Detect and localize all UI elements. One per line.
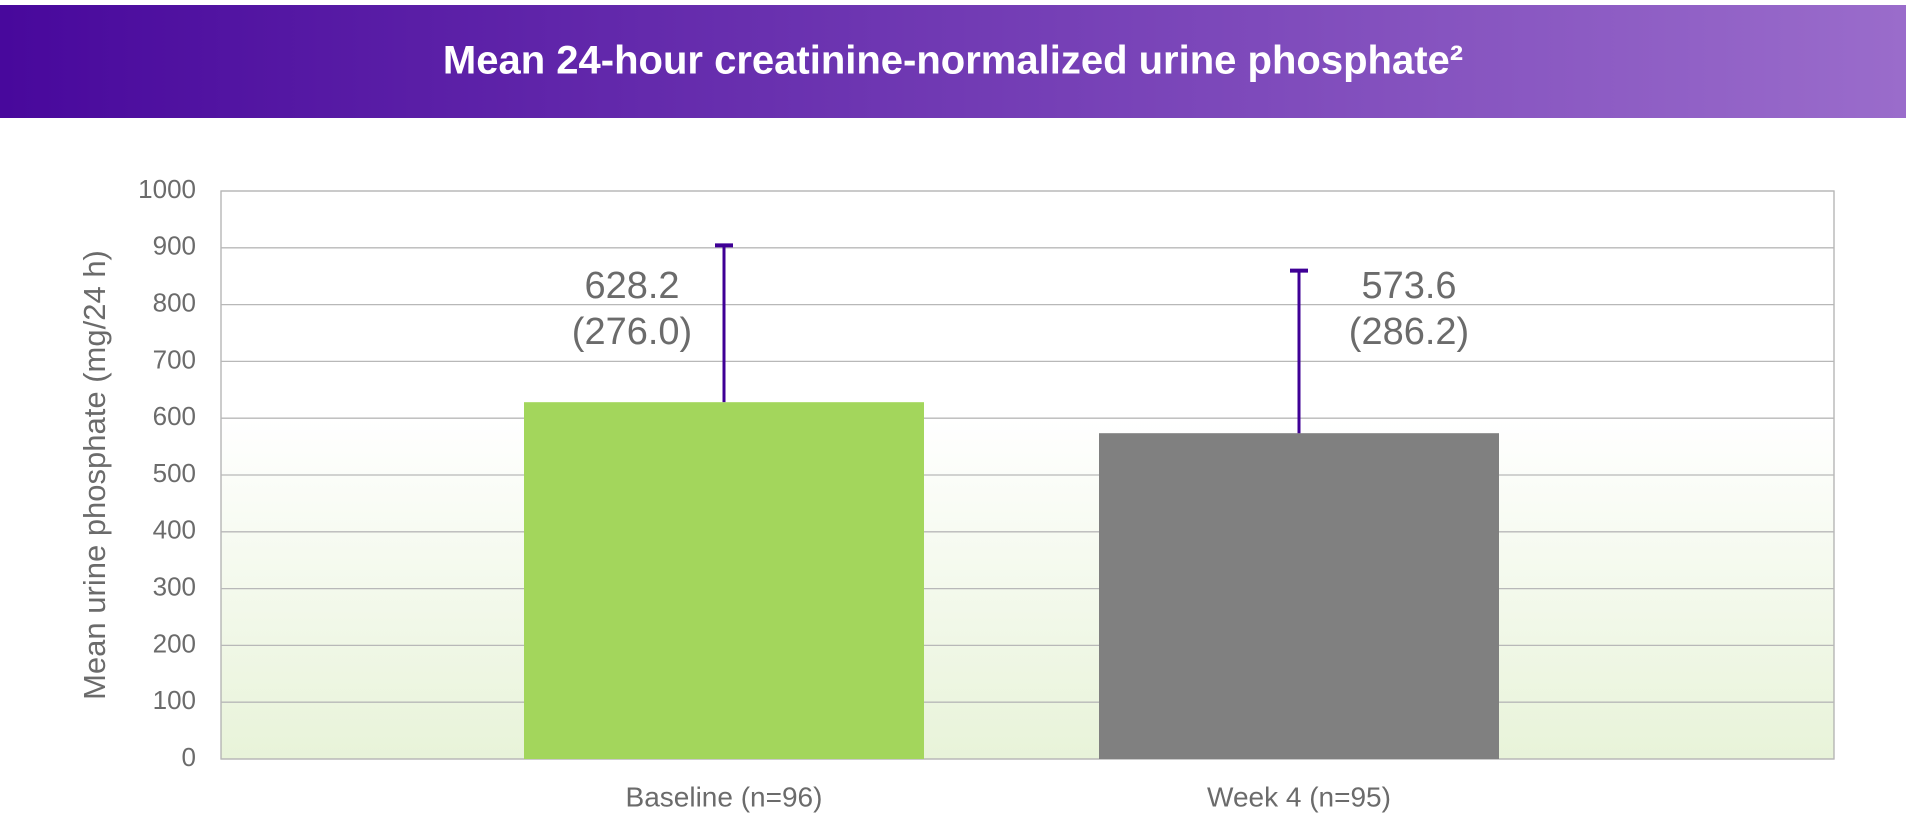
y-tick-label: 100: [153, 685, 196, 715]
y-tick-label: 500: [153, 458, 196, 488]
value-label: 628.2: [584, 265, 679, 307]
y-axis-title: Mean urine phosphate (mg/24 h): [77, 250, 112, 700]
x-tick-label: Week 4 (n=95): [1207, 781, 1391, 812]
header-band: [0, 5, 1906, 118]
y-tick-label: 300: [153, 571, 196, 601]
value-label: 573.6: [1361, 265, 1456, 307]
y-tick-label: 0: [182, 742, 196, 772]
y-tick-label: 200: [153, 628, 196, 658]
chart-title: Mean 24-hour creatinine-normalized urine…: [443, 39, 1463, 83]
y-tick-label: 400: [153, 515, 196, 545]
error-label: (276.0): [572, 311, 692, 353]
y-tick-label: 800: [153, 287, 196, 317]
x-tick-label: Baseline (n=96): [626, 781, 823, 812]
y-tick-label: 1000: [138, 174, 196, 204]
y-tick-label: 900: [153, 231, 196, 261]
y-tick-label: 600: [153, 401, 196, 431]
y-tick-label: 700: [153, 344, 196, 374]
bar: [1099, 433, 1499, 759]
bar: [524, 402, 924, 759]
error-label: (286.2): [1349, 311, 1469, 353]
